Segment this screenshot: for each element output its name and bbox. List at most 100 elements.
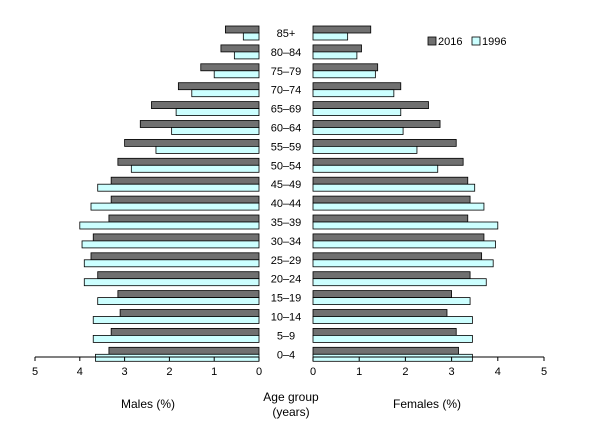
bar-female-2016-65-69 [312,101,429,109]
bar-male-1996-30-34 [81,240,260,249]
bar-female-1996-35-39 [312,221,499,230]
bar-male-2016-0-4 [108,346,260,355]
bar-male-1996-35-39 [79,221,260,230]
bar-female-1996-25-29 [312,259,494,268]
age-label-60-64: 60–64 [271,123,302,135]
male-tick-label-2: 2 [166,366,172,378]
bar-male-1996-65-69 [175,108,260,116]
female-tick-label-4: 4 [495,366,501,378]
male-tick-label-3: 3 [122,366,128,378]
bar-female-2016-10-14 [312,309,448,317]
bar-female-2016-70-74 [312,82,402,91]
bar-female-2016-5-9 [312,327,457,336]
age-label-10-14: 10–14 [271,312,302,324]
bar-male-2016-5-9 [110,327,260,336]
legend: 2016 1996 [427,36,506,48]
male-tick-label-5: 5 [32,366,38,378]
bar-male-2016-35-39 [108,214,260,223]
bar-female-2016-20-24 [312,271,471,280]
bar-female-1996-10-14 [312,316,473,324]
bar-male-1996-55-59 [155,145,260,154]
age-label-45-49: 45–49 [271,179,302,191]
bar-male-1996-15-19 [97,297,260,306]
age-label-25-29: 25–29 [271,255,302,267]
age-label-15-19: 15–19 [271,293,302,305]
bar-female-2016-0-4 [312,346,459,355]
bar-male-2016-10-14 [119,309,260,317]
legend-swatch-2016 [427,36,437,46]
age-label-30-34: 30–34 [271,236,302,248]
age-label-55-59: 55–59 [271,141,302,153]
bar-female-1996-20-24 [312,278,487,287]
bar-male-1996-20-24 [83,278,260,287]
age-label-40-44: 40–44 [271,198,302,210]
age-labels: 85+ 80–84 75–79 70–74 65–69 60–64 55–59 50–54 45… [271,28,302,361]
legend-label-2016: 2016 [438,36,462,48]
male-tick-label-1: 1 [211,366,217,378]
female-axis: 0 1 2 3 4 5 [310,356,547,378]
bar-female-2016-35-39 [312,214,469,223]
bar-male-1996-5-9 [92,334,260,343]
bar-male-2016-60-64 [139,120,260,128]
bar-female-1996-55-59 [312,145,418,154]
bar-male-2016-65-69 [151,101,260,109]
bar-female-2016-45-49 [312,176,469,185]
bar-male-2016-40-44 [110,195,260,204]
bar-male-2016-75-79 [200,63,260,72]
bars-layer [79,25,499,362]
bar-female-2016-30-34 [312,233,485,242]
bar-male-2016-70-74 [177,82,260,91]
bar-male-2016-50-54 [117,157,260,166]
bar-male-1996-50-54 [130,164,260,173]
bar-female-1996-40-44 [312,202,485,211]
female-tick-label-3: 3 [449,366,455,378]
bar-male-2016-25-29 [90,252,260,261]
bar-male-1996-75-79 [213,70,260,79]
legend-swatch-1996 [471,36,481,46]
bar-male-1996-45-49 [97,183,260,192]
bar-female-1996-70-74 [312,89,395,98]
bar-female-1996-80-84 [312,51,358,60]
bar-female-2016-60-64 [312,120,441,128]
bar-female-2016-15-19 [312,290,453,299]
bar-female-2016-40-44 [312,195,471,204]
bar-male-2016-15-19 [117,290,260,299]
bar-female-1996-50-54 [312,164,439,173]
bar-female-1996-15-19 [312,297,471,306]
bar-female-2016-75-79 [312,63,379,72]
bar-female-1996-0-4 [312,353,473,362]
bar-male-1996-40-44 [90,202,260,211]
legend-label-1996: 1996 [482,36,506,48]
bar-male-2016-85+ [224,25,260,34]
bar-male-2016-30-34 [92,233,260,242]
bar-male-1996-10-14 [92,316,260,324]
bar-male-1996-0-4 [95,353,260,362]
bar-female-1996-65-69 [312,108,402,116]
bar-female-1996-5-9 [312,334,473,343]
age-label-20-24: 20–24 [271,274,302,286]
bar-male-1996-70-74 [191,89,260,98]
bar-female-2016-50-54 [312,157,464,166]
age-label-0-4: 0–4 [277,349,295,361]
female-tick-label-5: 5 [541,366,547,378]
bar-male-1996-25-29 [83,259,260,268]
bar-female-2016-25-29 [312,252,483,261]
bar-female-1996-30-34 [312,240,496,249]
bar-male-1996-80-84 [233,51,260,60]
bar-female-1996-60-64 [312,127,404,135]
age-label-35-39: 35–39 [271,217,302,229]
bar-male-2016-55-59 [124,138,260,147]
bar-female-2016-85+ [312,25,372,34]
age-label-85+: 85+ [277,28,296,40]
bar-female-1996-85+ [312,32,349,41]
bar-male-1996-60-64 [171,127,260,135]
age-label-75-79: 75–79 [271,66,302,78]
bar-female-2016-55-59 [312,138,457,147]
bar-male-2016-45-49 [110,176,260,185]
bar-male-2016-80-84 [220,44,260,53]
age-label-50-54: 50–54 [271,160,302,172]
age-label-70-74: 70–74 [271,85,302,97]
male-axis-title: Males (%) [121,397,175,411]
age-label-5-9: 5–9 [277,330,295,342]
